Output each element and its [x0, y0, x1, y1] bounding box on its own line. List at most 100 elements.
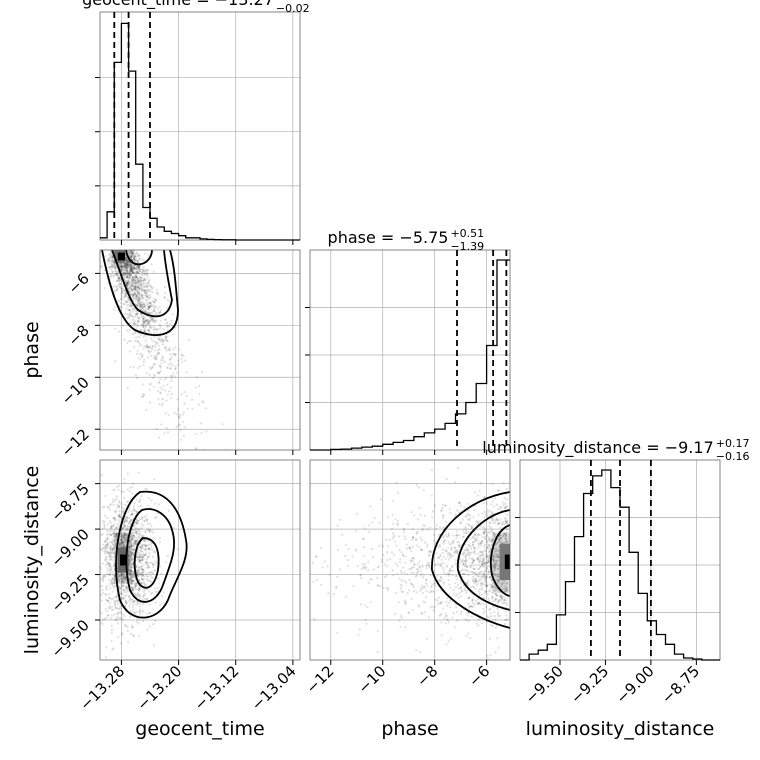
scatter-point: [478, 555, 481, 558]
scatter-point: [106, 537, 109, 540]
scatter-point: [481, 571, 484, 574]
scatter-point: [153, 310, 156, 313]
scatter-point: [467, 602, 470, 605]
scatter-point: [138, 579, 141, 582]
scatter-point: [105, 575, 108, 578]
scatter-point: [116, 612, 119, 615]
scatter-point: [138, 536, 141, 539]
scatter-point: [494, 542, 498, 546]
scatter-point: [100, 584, 103, 588]
scatter-point: [149, 331, 152, 335]
scatter-point: [132, 258, 135, 261]
scatter-point: [481, 560, 485, 563]
scatter-point: [119, 542, 122, 545]
scatter-point: [177, 416, 180, 419]
scatter-point: [141, 395, 144, 398]
scatter-point: [164, 473, 166, 475]
scatter-point: [159, 339, 162, 343]
scatter-point: [118, 543, 121, 546]
scatter-point: [471, 570, 474, 574]
scatter-point: [111, 547, 115, 550]
scatter-point: [100, 245, 102, 247]
scatter-point: [125, 246, 127, 248]
scatter-point: [473, 581, 476, 584]
scatter-point: [129, 244, 131, 246]
scatter-point: [161, 338, 164, 341]
scatter-point: [419, 513, 422, 516]
scatter-point: [472, 586, 476, 589]
scatter-point: [130, 519, 133, 522]
scatter-point: [111, 264, 114, 267]
scatter-point: [111, 533, 114, 536]
scatter-point: [472, 567, 475, 571]
scatter-point: [116, 289, 119, 292]
scatter-point: [370, 578, 373, 581]
scatter-point: [123, 534, 126, 537]
scatter-point: [176, 548, 179, 551]
scatter-point: [144, 331, 147, 334]
scatter-point: [110, 639, 113, 643]
scatter-point: [136, 299, 139, 302]
scatter-point: [112, 284, 115, 288]
scatter-point: [461, 518, 464, 521]
scatter-point: [486, 654, 489, 657]
scatter-point: [438, 564, 442, 567]
scatter-point: [146, 288, 149, 292]
scatter-point: [112, 308, 115, 311]
scatter-point: [141, 301, 144, 304]
scatter-point: [106, 259, 110, 262]
scatter-point: [464, 554, 467, 558]
scatter-point: [480, 551, 483, 554]
scatter-point: [129, 275, 132, 278]
scatter-point: [130, 269, 133, 272]
scatter-point: [367, 530, 371, 534]
scatter-point: [445, 535, 448, 539]
scatter-point: [346, 558, 349, 562]
scatter-point: [474, 567, 477, 571]
scatter-point: [410, 550, 413, 553]
scatter-point: [109, 570, 112, 573]
scatter-point: [482, 575, 485, 578]
scatter-point: [501, 521, 504, 524]
scatter-point: [133, 281, 136, 284]
scatter-point: [108, 593, 111, 596]
scatter-point: [312, 580, 315, 583]
scatter-point: [481, 536, 484, 539]
scatter-point: [147, 321, 150, 324]
scatter-point: [94, 557, 96, 559]
scatter-point: [158, 352, 161, 355]
scatter-point: [383, 575, 386, 579]
scatter-point: [488, 608, 491, 611]
scatter-point: [107, 563, 110, 566]
scatter-point: [412, 590, 416, 593]
scatter-point: [127, 298, 130, 301]
scatter-point: [125, 258, 128, 262]
scatter-point: [135, 270, 138, 273]
scatter-point: [120, 268, 123, 271]
scatter-point: [119, 604, 122, 607]
scatter-point: [482, 612, 485, 615]
scatter-point: [142, 303, 146, 306]
scatter-point: [372, 568, 375, 571]
scatter-point: [392, 532, 395, 535]
scatter-point: [131, 573, 134, 576]
scatter-point: [132, 600, 135, 603]
scatter-point: [125, 301, 128, 304]
scatter-point: [145, 318, 148, 321]
scatter-point: [143, 539, 146, 542]
scatter-point: [156, 342, 159, 345]
scatter-point: [442, 555, 445, 558]
scatter-point: [488, 538, 491, 541]
scatter-point: [139, 608, 142, 611]
scatter-point: [158, 365, 162, 368]
scatter-point: [491, 595, 494, 598]
scatter-point: [120, 265, 123, 268]
scatter-point: [129, 573, 132, 576]
scatter-point: [467, 513, 470, 517]
scatter-point: [115, 596, 118, 599]
scatter-point: [121, 290, 124, 293]
scatter-point: [163, 361, 166, 364]
scatter-point: [112, 503, 115, 506]
scatter-point: [113, 579, 116, 582]
scatter-point: [113, 534, 117, 538]
